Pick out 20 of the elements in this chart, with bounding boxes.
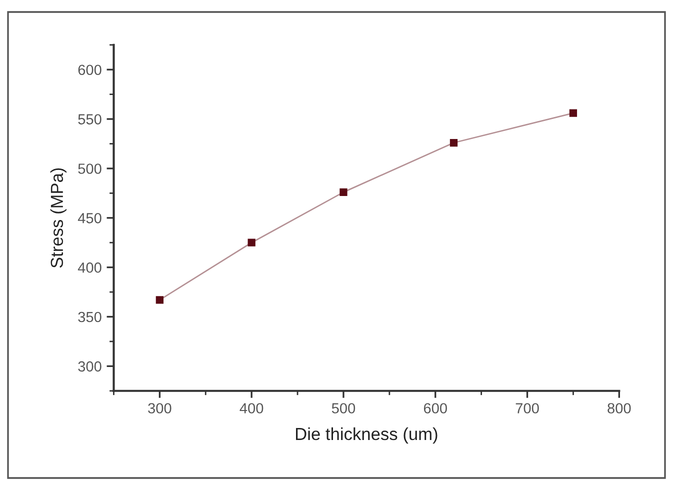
point bbox=[248, 238, 256, 246]
point bbox=[569, 109, 578, 117]
y-tick-label: 500 bbox=[78, 164, 102, 174]
x-tick-label: 500 bbox=[332, 403, 356, 414]
x-tick-label: 400 bbox=[240, 403, 264, 414]
y-tick-label: 450 bbox=[78, 212, 102, 224]
point bbox=[450, 138, 458, 147]
x-axis-title: Die thickness (um) bbox=[296, 427, 438, 444]
x-tick-label: 700 bbox=[516, 403, 539, 414]
y-axis-title: Stress (MPa) bbox=[50, 168, 66, 268]
x-tick-label: 300 bbox=[148, 403, 172, 414]
point bbox=[340, 188, 348, 196]
point bbox=[156, 296, 164, 304]
x-tick-label: 800 bbox=[608, 403, 631, 414]
y-tick-label: 350 bbox=[78, 312, 102, 322]
y-tick-label: 600 bbox=[78, 64, 102, 76]
y-tick-label: 550 bbox=[78, 114, 102, 124]
y-tick-label: 400 bbox=[78, 262, 102, 273]
x-tick-label: 600 bbox=[424, 403, 447, 414]
y-tick-label: 300 bbox=[78, 361, 102, 372]
